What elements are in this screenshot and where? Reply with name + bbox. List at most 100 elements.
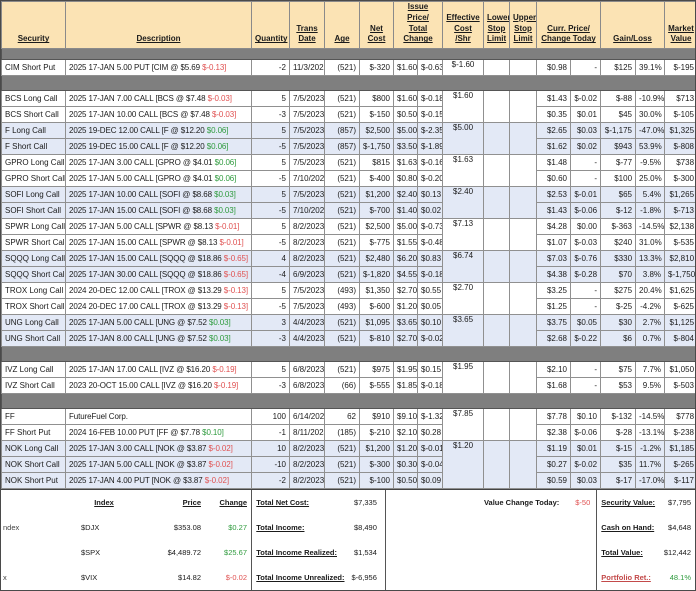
cell-market-value[interactable]: $-238 — [664, 424, 695, 442]
cell-gain-percent[interactable]: -17.0% — [635, 472, 666, 490]
cell-security[interactable]: NOK Long Call — [1, 440, 66, 458]
cell-description[interactable]: 2025 17-JAN 3.00 CALL [NOK @ $3.87 $-0.0… — [65, 440, 252, 458]
cell-trans-date[interactable]: 8/2/2023 — [289, 250, 325, 268]
cell-change-today[interactable]: - — [570, 59, 602, 77]
cell-issue-price[interactable]: $1.60 — [393, 59, 418, 77]
cell-gain-percent[interactable]: -14.5% — [635, 218, 666, 236]
cell-change-today[interactable]: - — [570, 361, 602, 379]
cell-market-value[interactable]: $-195 — [664, 59, 695, 77]
cell-issue-price[interactable]: $2.40 — [393, 186, 418, 204]
cell-lower-stop-limit[interactable] — [483, 154, 511, 188]
cell-age[interactable]: (493) — [324, 282, 360, 300]
cell-issue-price[interactable]: $3.65 — [393, 314, 418, 332]
cell-age[interactable]: (521) — [324, 330, 360, 348]
cell-quantity[interactable]: -5 — [251, 138, 290, 156]
cell-gain-percent[interactable]: -47.0% — [635, 122, 666, 140]
cell-description[interactable]: 2025 17-JAN 5.00 CALL [SPWR @ $8.13 $-0.… — [65, 218, 252, 236]
cell-curr-price[interactable]: $0.98 — [536, 59, 572, 77]
cell-gain[interactable]: $6 — [600, 330, 637, 348]
cell-issue-price[interactable]: $6.20 — [393, 250, 418, 268]
cell-description[interactable]: 2025 17-JAN 5.00 PUT [CIM @ $5.69 $-0.13… — [65, 59, 252, 77]
cell-total-change[interactable]: $-0.16 — [416, 154, 444, 172]
cell-net-cost[interactable]: $-150 — [359, 106, 394, 124]
cell-change-today[interactable]: $0.01 — [570, 440, 602, 458]
portfolio-label[interactable]: Portfolio Ret.: — [601, 573, 651, 583]
cell-age[interactable]: (185) — [324, 424, 360, 442]
cell-net-cost[interactable]: $2,500 — [359, 122, 394, 140]
cell-change-today[interactable]: $0.05 — [570, 314, 602, 332]
cell-lower-stop-limit[interactable] — [483, 361, 511, 395]
cell-total-change[interactable]: $-0.48 — [416, 234, 444, 252]
cell-change-today[interactable]: $-0.28 — [570, 266, 602, 284]
cell-gain-percent[interactable]: -9.5% — [635, 154, 666, 172]
cell-gain[interactable]: $65 — [600, 186, 637, 204]
cell-curr-price[interactable]: $1.25 — [536, 298, 572, 316]
cell-curr-price[interactable]: $4.38 — [536, 266, 572, 284]
cell-security[interactable]: SOFI Short Call — [1, 202, 66, 220]
cell-lower-stop-limit[interactable] — [483, 59, 511, 77]
cell-upper-stop-limit[interactable] — [509, 314, 538, 348]
cell-issue-price[interactable]: $3.50 — [393, 138, 418, 156]
cell-gain-percent[interactable]: 5.4% — [635, 186, 666, 204]
cell-age[interactable]: (521) — [324, 266, 360, 284]
cell-security[interactable]: NOK Short Put — [1, 472, 66, 490]
cell-net-cost[interactable]: $-775 — [359, 234, 394, 252]
cell-issue-price[interactable]: $0.30 — [393, 456, 418, 474]
cell-security[interactable]: IVZ Short Call — [1, 377, 66, 395]
cell-gain-percent[interactable]: -1.8% — [635, 202, 666, 220]
cell-gain[interactable]: $-17 — [600, 472, 637, 490]
cell-gain[interactable]: $-363 — [600, 218, 637, 236]
cell-issue-price[interactable]: $1.60 — [393, 90, 418, 108]
cell-trans-date[interactable]: 7/5/2023 — [289, 186, 325, 204]
cell-age[interactable]: (521) — [324, 440, 360, 458]
cell-trans-date[interactable]: 7/5/2023 — [289, 154, 325, 172]
cell-quantity[interactable]: 5 — [251, 218, 290, 236]
cell-curr-price[interactable]: $2.10 — [536, 361, 572, 379]
cell-trans-date[interactable]: 7/5/2023 — [289, 298, 325, 316]
cell-curr-price[interactable]: $2.38 — [536, 424, 572, 442]
cell-description[interactable]: 2025 17-JAN 8.00 CALL [UNG @ $7.52 $0.03… — [65, 330, 252, 348]
cell-curr-price[interactable]: $2.53 — [536, 186, 572, 204]
cell-curr-price[interactable]: $0.35 — [536, 106, 572, 124]
cell-gain[interactable]: $-1,175 — [600, 122, 637, 140]
cell-upper-stop-limit[interactable] — [509, 154, 538, 188]
cell-description[interactable]: 2025 17-JAN 15.00 CALL [SPWR @ $8.13 $-0… — [65, 234, 252, 252]
cell-change-today[interactable]: - — [570, 298, 602, 316]
cell-security[interactable]: SQQQ Long Call — [1, 250, 66, 268]
cell-net-cost[interactable]: $815 — [359, 154, 394, 172]
cell-description[interactable]: 2025 17-JAN 5.00 CALL [UNG @ $7.52 $0.03… — [65, 314, 252, 332]
cell-net-cost[interactable]: $-300 — [359, 456, 394, 474]
cell-net-cost[interactable]: $-1,820 — [359, 266, 394, 284]
cell-upper-stop-limit[interactable] — [509, 186, 538, 220]
cell-quantity[interactable]: 5 — [251, 122, 290, 140]
cell-market-value[interactable]: $-1,750 — [664, 266, 695, 284]
cell-change-today[interactable]: $-0.76 — [570, 250, 602, 268]
index-column-header[interactable]: Index — [94, 498, 114, 508]
cell-net-cost[interactable]: $-100 — [359, 472, 394, 490]
cell-market-value[interactable]: $-808 — [664, 138, 695, 156]
column-header-issue-price-total-change[interactable]: Issue Price/ Total Change — [392, 1, 444, 50]
cell-description[interactable]: 2025 17-JAN 17.00 CALL [IVZ @ $16.20 $-0… — [65, 361, 252, 379]
cell-trans-date[interactable]: 7/5/2023 — [289, 122, 325, 140]
change-column-header[interactable]: Change — [219, 498, 247, 508]
cell-quantity[interactable]: 3 — [251, 314, 290, 332]
cell-lower-stop-limit[interactable] — [483, 314, 511, 348]
cell-description[interactable]: 2025 17-JAN 7.00 CALL [BCS @ $7.48 $-0.0… — [65, 90, 252, 108]
cell-market-value[interactable]: $-117 — [664, 472, 695, 490]
cell-trans-date[interactable]: 6/14/2023 — [289, 408, 325, 426]
portfolio-label[interactable]: Security Value: — [601, 498, 656, 508]
cell-gain-percent[interactable]: -14.5% — [635, 408, 666, 426]
cell-description[interactable]: 2025 19-DEC 15.00 CALL [F @ $12.20 $0.06… — [65, 138, 252, 156]
cell-security[interactable]: FF — [1, 408, 66, 426]
cell-gain[interactable]: $-28 — [600, 424, 637, 442]
cell-security[interactable]: TROX Short Call — [1, 298, 66, 316]
cell-effective-cost[interactable]: $1.95 — [442, 361, 485, 395]
cell-total-change[interactable]: $-1.32 — [416, 408, 444, 426]
cell-effective-cost[interactable]: $6.74 — [442, 250, 485, 284]
cell-age[interactable]: (521) — [324, 456, 360, 474]
cell-lower-stop-limit[interactable] — [483, 250, 511, 284]
cell-age[interactable]: (521) — [324, 218, 360, 236]
cell-issue-price[interactable]: $1.85 — [393, 377, 418, 395]
cell-age[interactable]: (521) — [324, 314, 360, 332]
cell-effective-cost[interactable]: $7.13 — [442, 218, 485, 252]
